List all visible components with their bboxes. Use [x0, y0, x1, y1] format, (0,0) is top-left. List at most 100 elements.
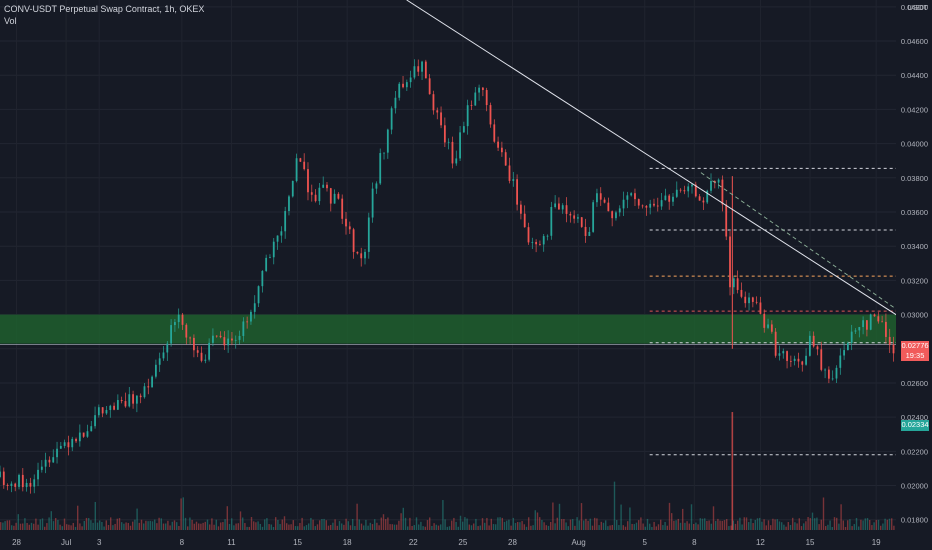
candle-body	[314, 194, 317, 202]
candle-body	[432, 94, 435, 111]
time-tick-label: 28	[12, 538, 21, 547]
volume-bar	[257, 521, 259, 530]
volume-bar	[187, 526, 189, 530]
candle-body	[755, 301, 758, 303]
candle-body	[774, 331, 777, 356]
volume-bar	[825, 526, 827, 530]
candle-body	[421, 61, 423, 72]
volume-bar	[237, 523, 239, 530]
time-tick-label: 18	[343, 538, 352, 547]
candle-body	[459, 132, 461, 159]
candle-body	[78, 432, 81, 442]
volume-bar	[334, 519, 336, 530]
candle-body	[824, 369, 826, 371]
volume-bar	[706, 521, 708, 530]
volume-bar	[767, 520, 770, 530]
volume-bar	[17, 514, 19, 530]
candle-body	[75, 438, 77, 442]
volume-bar	[211, 518, 213, 530]
volume-bar	[209, 524, 211, 530]
volume-bar	[873, 522, 875, 530]
candle-body	[751, 297, 754, 302]
candle-body	[805, 355, 807, 365]
candle-body	[691, 184, 693, 187]
candle-body	[508, 165, 511, 181]
candle-body	[812, 335, 815, 347]
volume-bar	[46, 523, 48, 530]
candle-body	[611, 211, 614, 219]
volume-bar	[242, 517, 244, 530]
candle-body	[364, 251, 366, 259]
price-tick-label: 0.02400	[901, 413, 928, 422]
volume-bar	[143, 523, 145, 530]
volume-bar	[831, 526, 833, 530]
volume-bar	[627, 521, 629, 530]
volume-bar	[8, 520, 11, 530]
volume-bar	[189, 517, 191, 530]
time-tick-label: 5	[642, 538, 647, 547]
volume-bar	[605, 520, 607, 530]
volume-bar	[649, 523, 651, 530]
volume-bar	[882, 523, 884, 530]
candle-body	[200, 352, 203, 361]
volume-bar	[266, 518, 268, 530]
volume-bar	[105, 520, 107, 530]
volume-bar	[591, 525, 594, 530]
volume-bar	[466, 518, 468, 530]
volume-bar	[646, 518, 649, 530]
volume-bar	[171, 521, 173, 530]
volume-bar	[622, 525, 624, 530]
candle-body	[25, 482, 28, 488]
volume-bar	[893, 525, 895, 530]
candle-body	[0, 471, 1, 477]
candle-body	[588, 231, 591, 236]
volume-bar	[4, 521, 6, 530]
volume-bar	[662, 525, 664, 530]
volume-bar	[470, 525, 473, 530]
volume-bar	[629, 507, 631, 530]
volume-bar	[367, 525, 369, 530]
volume-bar	[891, 518, 893, 530]
volume-bar	[451, 520, 453, 530]
candle-body	[352, 229, 355, 252]
candle-body	[740, 289, 743, 297]
volume-bar	[673, 520, 675, 530]
candle-body	[10, 483, 13, 486]
price-axis: 0.04800 0.04600 0.04400 0.04200 0.04000 0.038…	[896, 0, 932, 550]
candle-body	[888, 336, 891, 345]
candle-body	[310, 192, 313, 195]
volume-bar	[253, 521, 255, 530]
volume-bar	[653, 521, 655, 530]
volume-bar	[745, 517, 748, 530]
volume-bar	[6, 520, 8, 530]
volume-bar	[620, 504, 622, 530]
volume-bar	[871, 525, 873, 530]
volume-bar	[79, 523, 81, 530]
volume-bar	[578, 520, 580, 530]
volume-bar	[310, 517, 312, 530]
volume-bar	[624, 526, 627, 530]
volume-bar	[886, 519, 888, 530]
volume-bar	[226, 506, 228, 530]
volume-bar	[336, 525, 338, 530]
volume-bar	[154, 519, 156, 530]
volume-bar	[345, 518, 347, 530]
volume-bar	[272, 526, 275, 530]
volume-bar	[182, 497, 184, 530]
candle-body	[679, 189, 682, 191]
volume-bar	[275, 517, 277, 530]
volume-bar	[701, 518, 704, 530]
volume-bar	[541, 519, 543, 530]
time-axis: 28 Jul 3 8 11 15 18 22 25 28 Aug 5 8 12 15 19	[0, 530, 932, 550]
candle-body	[48, 459, 51, 463]
volume-indicator-label[interactable]: Vol	[4, 16, 17, 26]
candle-body	[592, 202, 595, 232]
volume-bar	[748, 522, 750, 530]
candle-body	[71, 438, 74, 448]
volume-bar	[145, 520, 147, 530]
candle-body	[706, 190, 709, 203]
price-tick-label: 0.02200	[901, 447, 928, 456]
grid	[0, 6, 896, 521]
time-tick-label: 22	[409, 538, 418, 547]
